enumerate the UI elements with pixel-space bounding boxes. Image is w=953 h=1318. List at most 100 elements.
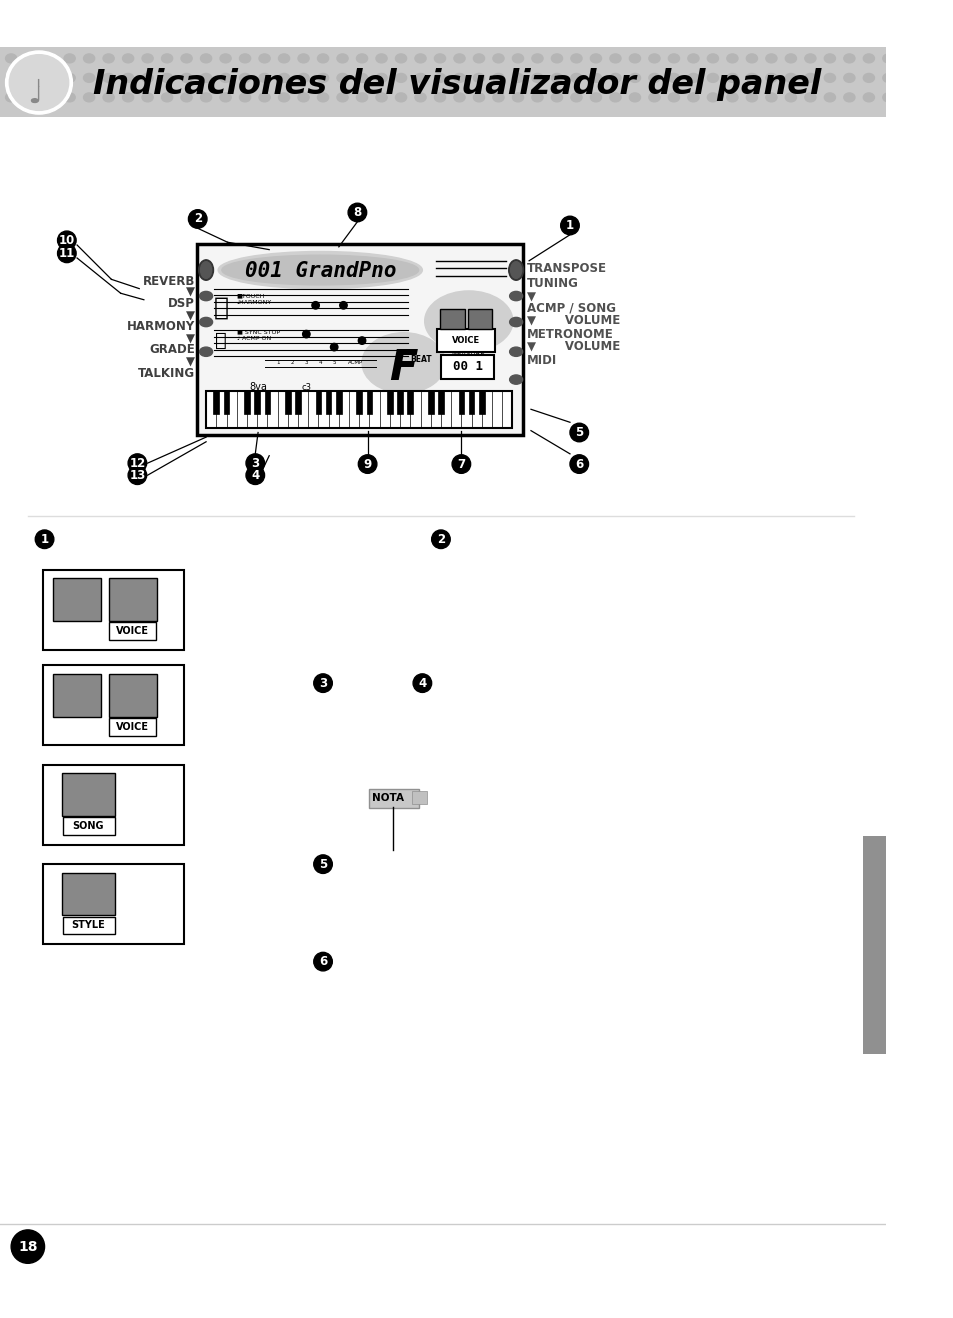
Text: 4: 4 — [417, 676, 426, 689]
Circle shape — [35, 530, 53, 548]
Text: 10: 10 — [59, 233, 75, 246]
Ellipse shape — [375, 74, 387, 82]
Text: c3: c3 — [301, 382, 311, 391]
Ellipse shape — [687, 94, 699, 101]
FancyBboxPatch shape — [368, 789, 418, 808]
Text: ▼       VOLUME: ▼ VOLUME — [527, 340, 619, 353]
Text: BEAT: BEAT — [410, 355, 432, 364]
Ellipse shape — [297, 74, 309, 82]
Ellipse shape — [278, 94, 290, 101]
Circle shape — [569, 455, 588, 473]
Circle shape — [339, 302, 347, 308]
FancyBboxPatch shape — [196, 244, 522, 435]
Text: 3: 3 — [304, 360, 308, 365]
Bar — [0, 117, 884, 127]
Ellipse shape — [434, 94, 445, 101]
Circle shape — [452, 455, 470, 473]
Ellipse shape — [45, 74, 55, 82]
Ellipse shape — [199, 318, 213, 327]
Ellipse shape — [336, 54, 348, 63]
Text: 1: 1 — [565, 219, 574, 232]
Ellipse shape — [726, 74, 738, 82]
Ellipse shape — [258, 54, 270, 63]
Ellipse shape — [648, 94, 659, 101]
Ellipse shape — [551, 54, 562, 63]
Circle shape — [314, 953, 332, 971]
Bar — [264, 390, 270, 414]
Ellipse shape — [142, 74, 153, 82]
Circle shape — [246, 453, 264, 472]
Ellipse shape — [765, 94, 776, 101]
Ellipse shape — [512, 94, 523, 101]
Ellipse shape — [532, 94, 542, 101]
Circle shape — [358, 337, 365, 344]
Ellipse shape — [532, 54, 542, 63]
Ellipse shape — [239, 94, 251, 101]
Ellipse shape — [278, 54, 290, 63]
Ellipse shape — [103, 74, 114, 82]
Ellipse shape — [509, 318, 522, 327]
Ellipse shape — [361, 332, 445, 393]
Ellipse shape — [356, 74, 367, 82]
Ellipse shape — [200, 54, 212, 63]
Ellipse shape — [10, 54, 69, 111]
Ellipse shape — [804, 74, 815, 82]
Ellipse shape — [843, 94, 854, 101]
Ellipse shape — [415, 94, 426, 101]
Bar — [326, 390, 331, 414]
Text: 8va: 8va — [249, 382, 267, 391]
Ellipse shape — [668, 74, 679, 82]
Circle shape — [314, 855, 332, 874]
Text: 7: 7 — [456, 457, 465, 471]
Ellipse shape — [862, 74, 874, 82]
Ellipse shape — [142, 94, 153, 101]
Ellipse shape — [84, 54, 94, 63]
Ellipse shape — [726, 54, 738, 63]
Ellipse shape — [843, 74, 854, 82]
Ellipse shape — [823, 54, 835, 63]
Text: 001 GrandPno: 001 GrandPno — [244, 261, 395, 281]
Ellipse shape — [220, 54, 231, 63]
Ellipse shape — [415, 54, 426, 63]
Bar — [213, 390, 219, 414]
Ellipse shape — [823, 94, 835, 101]
Text: 12: 12 — [129, 456, 146, 469]
Ellipse shape — [434, 54, 445, 63]
Text: VOICE: VOICE — [116, 626, 149, 637]
Circle shape — [431, 530, 450, 548]
Ellipse shape — [609, 94, 620, 101]
Ellipse shape — [823, 74, 835, 82]
Text: F: F — [389, 347, 417, 389]
Ellipse shape — [882, 54, 893, 63]
Text: 5: 5 — [575, 426, 583, 439]
FancyBboxPatch shape — [52, 673, 101, 717]
Circle shape — [314, 673, 332, 692]
Ellipse shape — [45, 94, 55, 101]
Ellipse shape — [509, 347, 522, 356]
Text: 1: 1 — [276, 360, 280, 365]
Ellipse shape — [6, 51, 72, 115]
Ellipse shape — [508, 260, 523, 281]
Text: ♩: ♩ — [28, 78, 43, 111]
Ellipse shape — [629, 54, 639, 63]
Text: 6: 6 — [318, 956, 327, 969]
Ellipse shape — [509, 291, 522, 301]
Bar — [458, 390, 464, 414]
Ellipse shape — [784, 74, 796, 82]
Text: 2: 2 — [436, 532, 444, 546]
Ellipse shape — [375, 54, 387, 63]
Text: ♩HARMONY: ♩HARMONY — [236, 301, 272, 304]
Text: ▼       VOLUME: ▼ VOLUME — [527, 314, 619, 327]
Ellipse shape — [395, 74, 406, 82]
Text: 11: 11 — [59, 246, 75, 260]
FancyBboxPatch shape — [52, 579, 101, 621]
Ellipse shape — [609, 54, 620, 63]
Bar — [285, 390, 291, 414]
Bar — [428, 390, 433, 414]
FancyBboxPatch shape — [440, 355, 494, 378]
Ellipse shape — [25, 94, 36, 101]
Bar — [254, 390, 259, 414]
Bar — [407, 390, 413, 414]
FancyBboxPatch shape — [412, 791, 427, 804]
Ellipse shape — [473, 74, 484, 82]
